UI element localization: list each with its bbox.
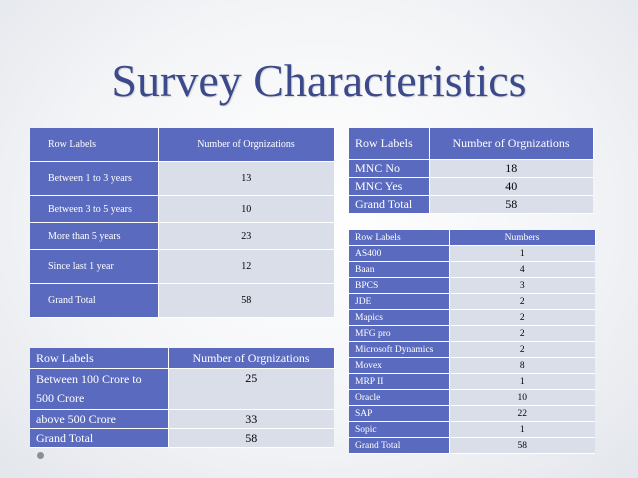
row-label: BPCS [349,277,450,294]
table-row: MRP II 1 [349,373,595,390]
turnover-table: Row Labels Number of Orgnizations Betwee… [30,348,335,448]
row-value: 58 [429,195,593,214]
row-label: Oracle [349,389,450,406]
row-label: Grand Total [349,195,430,214]
row-label: AS400 [349,245,450,262]
column-header: Row Labels [30,348,169,369]
row-label: Since last 1 year [30,249,159,284]
column-header: Row Labels [30,128,159,162]
row-value: 10 [449,389,595,406]
row-label: Grand Total [349,437,450,454]
table-row: Mapics 2 [349,309,595,326]
table-row: Between 3 to 5 years 10 [30,195,334,223]
column-header: Number of Orgnizations [429,128,594,160]
row-value: 2 [449,341,595,358]
row-value: 8 [449,357,595,374]
row-value: 12 [158,249,334,284]
row-label: MNC No [349,159,430,178]
row-value: 25 [168,368,334,410]
table-row: Since last 1 year 12 [30,249,334,284]
row-value: 58 [158,283,334,318]
bullet-dot [37,452,44,459]
row-value: 1 [449,245,595,262]
row-label: Between 3 to 5 years [30,195,159,223]
software-table: Row Labels Numbers AS400 1 Baan 4 BPCS 3 JD… [349,230,596,454]
row-label: Microsoft Dynamics [349,341,450,358]
row-value: 18 [429,159,593,178]
table-row: Grand Total 58 [349,195,593,214]
table-header-row: Row Labels Number of Orgnizations [30,348,335,369]
row-value: 40 [429,177,593,196]
table-row: BPCS 3 [349,277,595,294]
table-row: Grand Total 58 [30,428,334,448]
table-header-row: Row Labels Numbers [349,230,596,246]
experience-table: Row Labels Number of Orgnizations Betwee… [30,128,335,318]
row-value: 13 [158,161,334,196]
table-row: Grand Total 58 [349,437,595,454]
table-row: Baan 4 [349,261,595,278]
table-row: Between 100 Crore to 500 Crore 25 [30,368,334,410]
row-label: above 500 Crore [30,409,169,429]
row-label: Between 100 Crore to 500 Crore [30,368,169,410]
row-label: MFG pro [349,325,450,342]
column-header: Row Labels [349,128,430,160]
row-value: 58 [449,437,595,454]
row-label: JDE [349,293,450,310]
row-label: Between 1 to 3 years [30,161,159,196]
column-header: Numbers [449,230,596,246]
row-value: 1 [449,373,595,390]
row-value: 3 [449,277,595,294]
row-label: Movex [349,357,450,374]
row-value: 4 [449,261,595,278]
table-row: Microsoft Dynamics 2 [349,341,595,358]
table-row: SAP 22 [349,405,595,422]
table-header-row: Row Labels Number of Orgnizations [30,128,335,162]
table-row: MNC Yes 40 [349,177,593,196]
row-label: Sopic [349,421,450,438]
column-header: Number of Orgnizations [158,128,335,162]
table-row: JDE 2 [349,293,595,310]
row-value: 2 [449,293,595,310]
row-label: Mapics [349,309,450,326]
row-value: 23 [158,222,334,250]
column-header: Number of Orgnizations [168,348,335,369]
row-value: 33 [168,409,334,429]
row-label: Grand Total [30,283,159,318]
table-row: Grand Total 58 [30,283,334,318]
table-row: MFG pro 2 [349,325,595,342]
table-row: Sopic 1 [349,421,595,438]
row-label: MNC Yes [349,177,430,196]
column-header: Row Labels [349,230,450,246]
mnc-table: Row Labels Number of Orgnizations MNC No… [349,128,594,214]
table-row: More than 5 years 23 [30,222,334,250]
row-value: 2 [449,325,595,342]
row-label: Grand Total [30,428,169,448]
table-row: Oracle 10 [349,389,595,406]
row-value: 10 [158,195,334,223]
table-row: above 500 Crore 33 [30,409,334,429]
row-value: 22 [449,405,595,422]
table-row: Movex 8 [349,357,595,374]
table-row: MNC No 18 [349,159,593,178]
row-label: More than 5 years [30,222,159,250]
row-value: 2 [449,309,595,326]
row-label: Baan [349,261,450,278]
table-header-row: Row Labels Number of Orgnizations [349,128,594,160]
table-row: Between 1 to 3 years 13 [30,161,334,196]
row-label: MRP II [349,373,450,390]
row-label: SAP [349,405,450,422]
slide-title: Survey Characteristics [111,55,527,106]
row-value: 1 [449,421,595,438]
table-row: AS400 1 [349,245,595,262]
row-value: 58 [168,428,334,448]
